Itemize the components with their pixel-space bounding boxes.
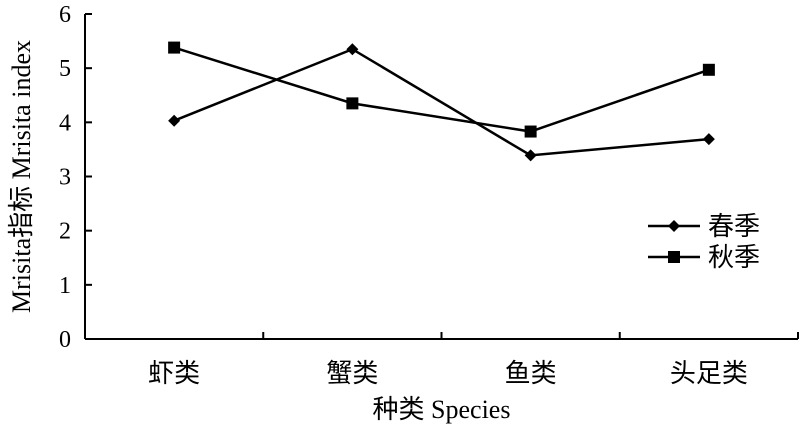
y-tick-label: 1 — [59, 273, 71, 299]
series-line — [173, 47, 709, 157]
data-point-square — [702, 63, 715, 76]
y-ticks: 0 1 2 3 4 5 6 — [59, 2, 92, 353]
data-point-square — [168, 41, 181, 54]
series-1 — [168, 43, 715, 162]
y-tick-label: 5 — [59, 56, 71, 82]
data-point-square — [346, 97, 359, 110]
legend-item: 秋季 — [648, 243, 760, 272]
x-category-label: 蟹类 — [326, 359, 378, 388]
data-point-diamond — [702, 133, 715, 146]
y-tick-label: 2 — [59, 219, 71, 245]
x-axis-title: 种类 Species — [373, 395, 511, 424]
y-tick-label: 3 — [59, 165, 71, 191]
legend-label: 春季 — [708, 212, 760, 241]
y-axis-title: Mrisita指标 Mrisita index — [7, 40, 36, 313]
y-tick-label: 0 — [59, 327, 71, 353]
data-point-diamond — [524, 149, 537, 162]
series-line — [173, 46, 710, 133]
x-category-label: 头足类 — [670, 359, 748, 388]
data-point-square — [524, 125, 537, 138]
legend-item: 春季 — [648, 212, 760, 241]
x-category-label: 虾类 — [148, 359, 200, 388]
axes — [84, 14, 798, 340]
data-point-diamond — [168, 114, 181, 127]
y-tick-label: 4 — [59, 110, 71, 136]
series-group — [168, 41, 715, 162]
series-2 — [168, 41, 715, 138]
legend-label: 秋季 — [708, 243, 760, 272]
x-ticks: 虾类 蟹类 鱼类 头足类 — [148, 332, 799, 388]
legend-marker-diamond — [668, 220, 680, 232]
y-tick-label: 6 — [59, 2, 71, 28]
data-point-diamond — [346, 43, 359, 56]
x-category-label: 鱼类 — [505, 359, 557, 388]
legend-marker-square — [668, 251, 680, 263]
